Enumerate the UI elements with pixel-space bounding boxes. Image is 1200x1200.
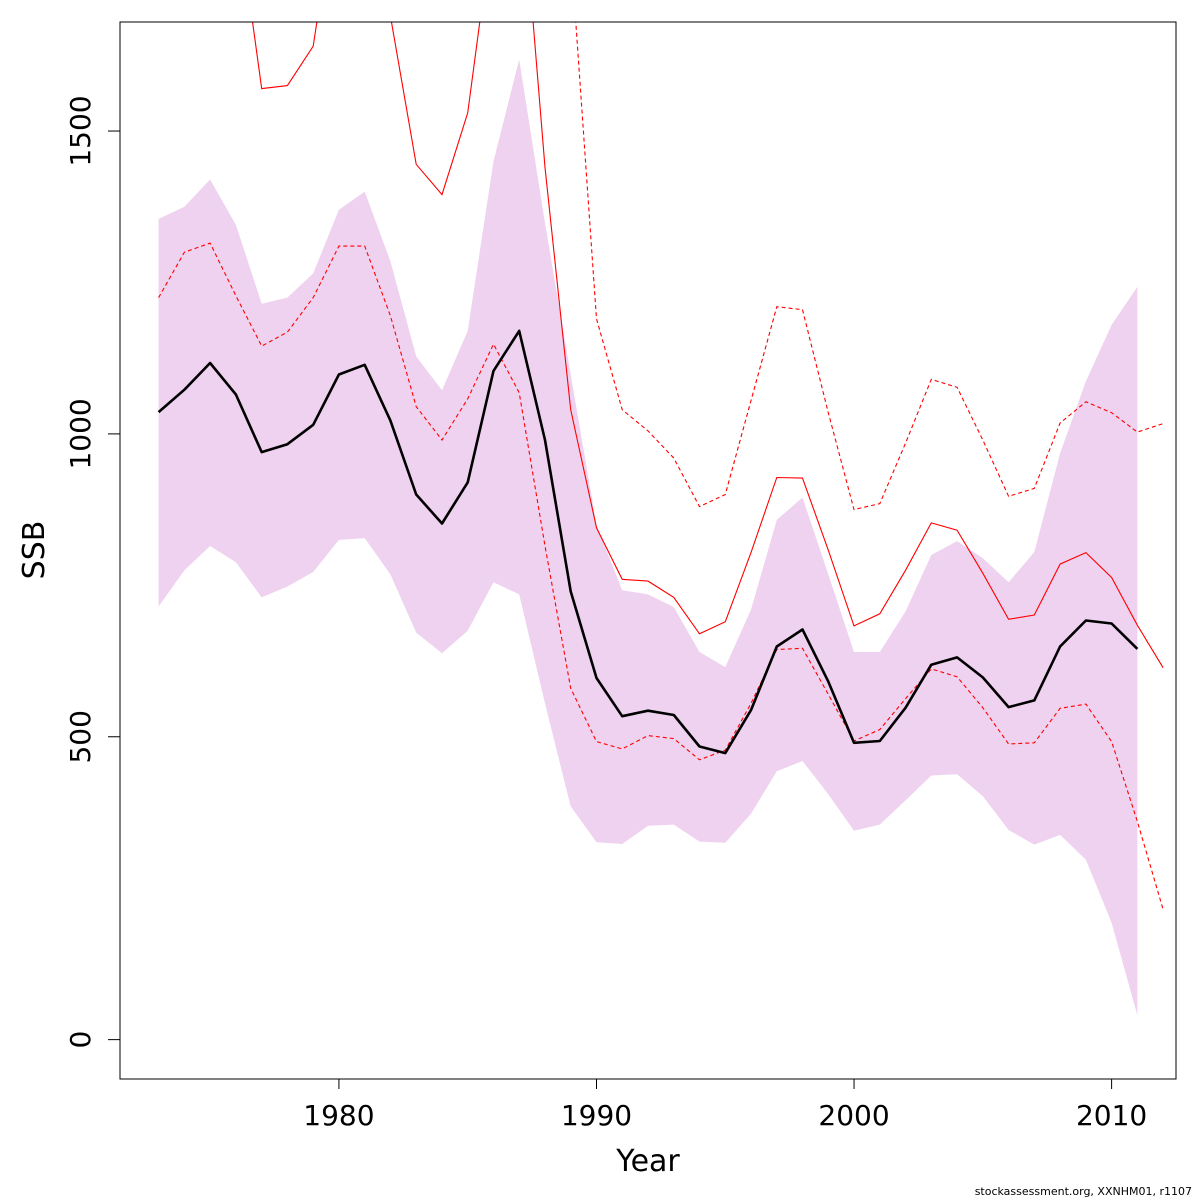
reference-line-2 [158,242,1164,910]
reference-lines [158,22,1164,910]
reference-line-3 [575,22,1164,511]
plot-area [157,22,1164,1016]
y-tick-label: 1000 [64,398,97,469]
y-tick-label: 0 [64,1031,97,1049]
x-tick-label: 2000 [818,1099,889,1132]
y-axis: 0 500 1000 1500 [64,95,120,1049]
ssb-estimate-line [157,329,1139,755]
x-tick-label: 2010 [1076,1099,1147,1132]
reference-line-1 [251,22,1164,668]
y-tick-label: 1500 [64,95,97,166]
x-axis-title: Year [615,1144,680,1179]
y-tick-label: 500 [64,710,97,763]
x-tick-label: 1980 [303,1099,374,1132]
x-axis: 1980 1990 2000 2010 [303,1079,1147,1132]
footer-credit: stockassessment.org, XXNHM01, r1107 [974,1185,1192,1198]
y-axis-title: SSB [17,521,52,580]
x-tick-label: 1990 [561,1099,632,1132]
confidence-band [158,59,1138,1016]
plot-frame [119,21,1177,1080]
